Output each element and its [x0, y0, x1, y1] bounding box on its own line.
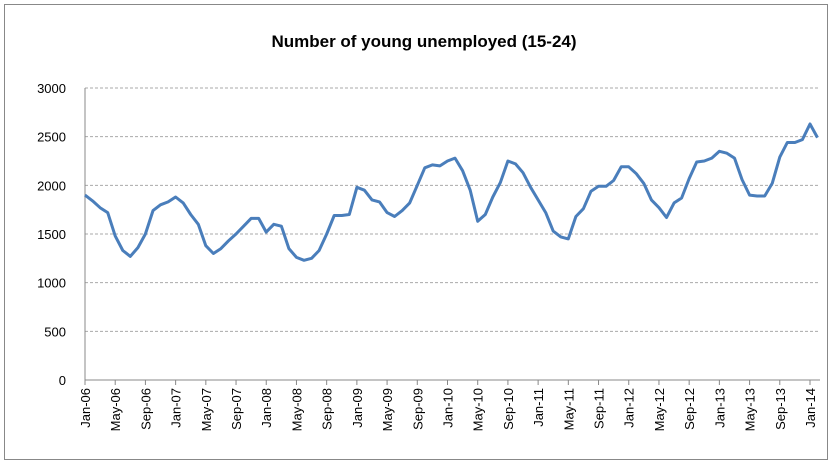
- y-tick-label: 0: [59, 373, 66, 388]
- x-tick-label: May-11: [561, 388, 576, 430]
- x-tick-label: Sep-12: [682, 388, 697, 430]
- x-tick-label: Sep-10: [501, 388, 516, 430]
- y-tick-label: 500: [44, 324, 66, 339]
- x-tick-label: May-10: [471, 388, 486, 431]
- x-tick-label: Jan-11: [531, 388, 546, 427]
- x-tick-label: May-08: [289, 388, 304, 431]
- x-tick-label: Jan-13: [712, 388, 727, 428]
- x-tick-label: May-12: [652, 388, 667, 431]
- x-tick-label: Jan-10: [440, 388, 455, 428]
- chart-frame: [4, 4, 828, 460]
- x-tick-label: May-13: [743, 388, 758, 431]
- x-tick-label: Sep-07: [229, 388, 244, 430]
- x-tick-label: Jan-12: [622, 388, 637, 428]
- x-tick-label: Sep-08: [320, 388, 335, 430]
- data-line: [84, 122, 819, 262]
- x-tick-label: Jan-08: [259, 388, 274, 428]
- y-tick-label: 2000: [37, 178, 66, 193]
- chart-title: Number of young unemployed (15-24): [271, 32, 576, 51]
- x-tick-label: Jan-09: [350, 388, 365, 428]
- x-tick-label: Sep-11: [592, 388, 607, 429]
- y-tick-label: 2500: [37, 130, 66, 145]
- x-tick-label: Jan-06: [78, 388, 93, 428]
- x-tick-label: Sep-06: [138, 388, 153, 430]
- y-tick-label: 1000: [37, 276, 66, 291]
- x-tick-label: May-06: [108, 388, 123, 431]
- x-tick-label: Jan-07: [169, 388, 184, 428]
- y-tick-label: 3000: [37, 81, 66, 96]
- x-tick-label: Sep-09: [410, 388, 425, 430]
- x-tick-label: May-09: [380, 388, 395, 431]
- x-tick-label: Sep-13: [773, 388, 788, 430]
- y-tick-label: 1500: [37, 227, 66, 242]
- x-tick-label: May-07: [199, 388, 214, 431]
- x-tick-label: Jan-14: [803, 388, 818, 428]
